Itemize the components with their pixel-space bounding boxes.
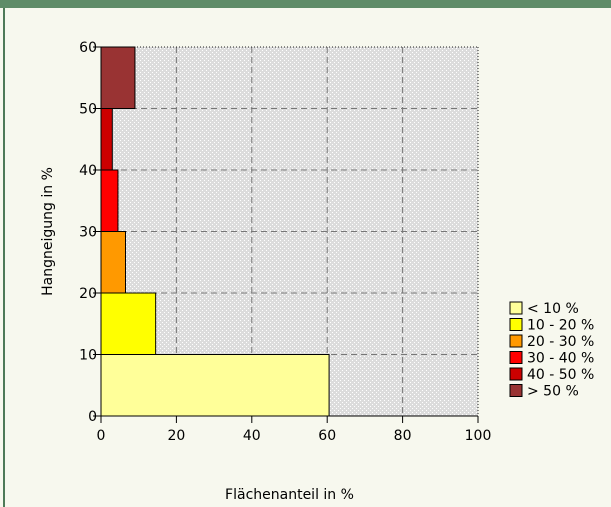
y-tick-label: 0 xyxy=(88,409,97,425)
y-tick-label: 30 xyxy=(79,225,97,241)
legend-swatch-6 xyxy=(509,384,523,397)
y-tick-label: 40 xyxy=(79,163,97,179)
x-tick-label: 20 xyxy=(167,428,185,444)
y-tick-label: 10 xyxy=(79,348,97,364)
bar-3 xyxy=(100,231,127,294)
legend-label-5: 40 - 50 % xyxy=(527,367,594,383)
bar-2 xyxy=(100,292,157,355)
x-axis-label: Flächenanteil in % xyxy=(225,487,354,503)
legend-swatch-2 xyxy=(509,318,523,331)
x-tick-label: 60 xyxy=(318,428,336,444)
x-tick-label: 80 xyxy=(394,428,412,444)
legend-swatch-5 xyxy=(509,367,523,381)
bar-4 xyxy=(100,169,119,232)
legend-label-1: < 10 % xyxy=(527,301,579,317)
x-tick-label: 0 xyxy=(97,428,106,444)
panel-left-border xyxy=(3,8,5,507)
legend-label-4: 30 - 40 % xyxy=(527,351,594,367)
y-tick-label: 50 xyxy=(79,102,97,118)
legend-swatch-4 xyxy=(509,351,523,364)
x-tick-label: 40 xyxy=(243,428,261,444)
legend-label-2: 10 - 20 % xyxy=(527,318,594,334)
bar-1 xyxy=(100,354,330,417)
x-tick-label: 100 xyxy=(465,428,492,444)
y-tick-label: 20 xyxy=(79,286,97,302)
bar-6 xyxy=(100,46,136,109)
y-axis-label: Hangneigung in % xyxy=(40,167,56,296)
legend-swatch-3 xyxy=(509,334,523,348)
tick-labels: 0 20 40 60 80 100 0 10 20 30 40 50 60 xyxy=(79,40,491,444)
panel-title-bar xyxy=(0,0,611,8)
y-tick-label: 60 xyxy=(79,40,97,56)
bar-5 xyxy=(100,108,113,171)
legend-label-3: 20 - 30 % xyxy=(527,334,594,350)
legend-label-6: > 50 % xyxy=(527,384,579,400)
legend: < 10 %10 - 20 %20 - 30 %30 - 40 %40 - 50… xyxy=(509,301,594,400)
legend-swatch-1 xyxy=(509,301,523,315)
